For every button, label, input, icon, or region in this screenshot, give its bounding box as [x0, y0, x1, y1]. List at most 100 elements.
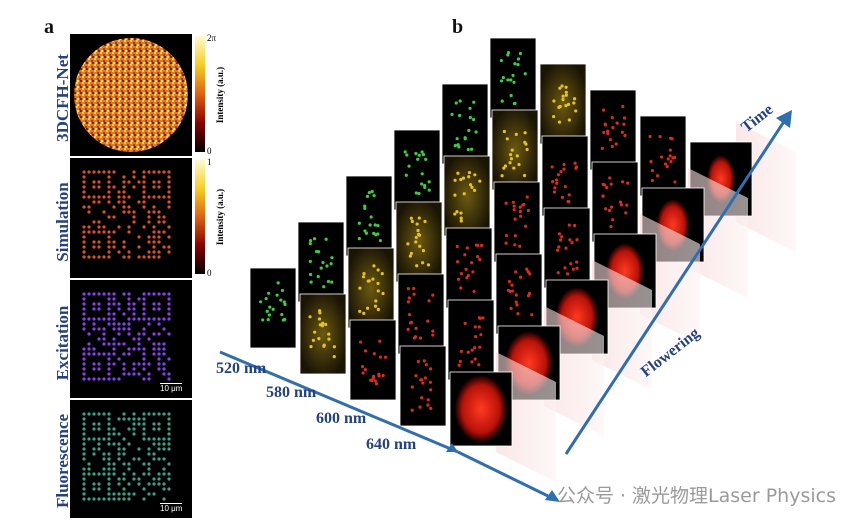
pattern-dot [431, 329, 435, 333]
qr-dot [132, 477, 136, 481]
pattern-dot [268, 305, 272, 309]
pattern-dot [264, 297, 268, 301]
qr-dot [152, 240, 156, 244]
qr-dot [107, 482, 111, 486]
wavelength-label-520: 520 nm [216, 360, 267, 377]
pattern-dot [420, 150, 424, 154]
pattern-dot [473, 173, 477, 177]
pattern-dot [474, 130, 478, 134]
qr-dot [167, 462, 171, 466]
qr-dot [107, 342, 111, 346]
qr-dot [97, 377, 101, 381]
qr-dot [87, 472, 91, 476]
pattern-dot [423, 376, 427, 380]
qr-dot [137, 477, 141, 481]
qr-dot [82, 352, 86, 356]
qr-dot [82, 487, 86, 491]
pattern-dot [431, 333, 435, 337]
qr-dot [132, 362, 136, 366]
pattern-dot [499, 58, 503, 63]
pattern-dot [427, 180, 431, 184]
pattern-dot [477, 316, 481, 320]
pattern-dot [609, 205, 614, 209]
pattern-dot [372, 264, 376, 268]
pattern-dot [611, 218, 615, 222]
pattern-dot [326, 279, 331, 284]
pattern-dot [566, 272, 570, 276]
pattern-dot [463, 253, 467, 257]
qr-dot [107, 467, 111, 471]
excitation-tile: 10 μm [70, 280, 192, 398]
qr-dot [82, 427, 86, 431]
pattern-dot [431, 293, 435, 297]
qr-dot [132, 210, 136, 214]
qr-dot [152, 170, 156, 174]
qr-dot [157, 235, 161, 239]
qr-dot [167, 422, 171, 426]
pattern-dot [626, 181, 630, 185]
qr-dot [157, 240, 161, 244]
qr-dot [147, 240, 151, 244]
pattern-dot [467, 170, 472, 175]
pattern-dot [428, 367, 433, 371]
qr-dot [167, 170, 171, 174]
pattern-dot [564, 90, 568, 94]
qr-dot [102, 210, 106, 214]
pattern-dot [267, 313, 272, 317]
qr-dot [127, 307, 131, 311]
qr-dot [142, 185, 146, 189]
qr-dot [97, 240, 101, 244]
qr-dot [117, 482, 121, 486]
qr-dot [112, 472, 116, 476]
qr-dot [92, 230, 96, 234]
pattern-dot [332, 345, 336, 349]
pattern-dot [320, 324, 324, 328]
pattern-dot [504, 201, 508, 205]
qr-dot [147, 292, 151, 296]
qr-dot [112, 337, 116, 341]
qr-dot [122, 195, 126, 199]
qr-dot [97, 245, 101, 249]
pattern-dot [604, 207, 608, 211]
qr-dot [107, 292, 111, 296]
qr-dot [92, 307, 96, 311]
qr-dot [157, 362, 161, 366]
pattern-dot [665, 165, 669, 169]
qr-dot [82, 347, 86, 351]
qr-dot [82, 225, 86, 229]
qr-dot [112, 240, 116, 244]
qr-dot [162, 482, 166, 486]
pattern-dot [528, 272, 532, 276]
qr-dot [92, 377, 96, 381]
qr-dot [92, 422, 96, 426]
qr-dot [167, 225, 171, 229]
qr-dot [142, 225, 146, 229]
qr-dot [107, 477, 111, 481]
pattern-dot [648, 134, 652, 139]
qr-dot [112, 245, 116, 249]
pattern-dot [281, 318, 285, 322]
pattern-dot [410, 385, 414, 389]
pattern-dot [560, 84, 564, 88]
pattern-dot [363, 349, 368, 353]
pattern-dot [605, 186, 609, 190]
qr-dot [92, 437, 96, 441]
pattern-dot [515, 154, 519, 158]
pattern-dot [509, 93, 513, 98]
pattern-dot [408, 254, 412, 258]
qr-dot [92, 240, 96, 244]
hologram-tile [397, 273, 445, 355]
pattern-dot [423, 219, 427, 224]
pattern-dot [555, 248, 560, 252]
pattern-dot [361, 275, 366, 279]
qr-dot [167, 190, 171, 194]
pattern-dot [622, 116, 627, 120]
pattern-dot [504, 234, 509, 238]
pattern-dot [420, 172, 424, 176]
pattern-dot [574, 109, 578, 113]
qr-dot [107, 240, 111, 244]
pattern-dot [414, 240, 418, 244]
qr-dot [157, 437, 161, 441]
pattern-dot [575, 260, 579, 264]
pattern-dot [309, 272, 313, 277]
